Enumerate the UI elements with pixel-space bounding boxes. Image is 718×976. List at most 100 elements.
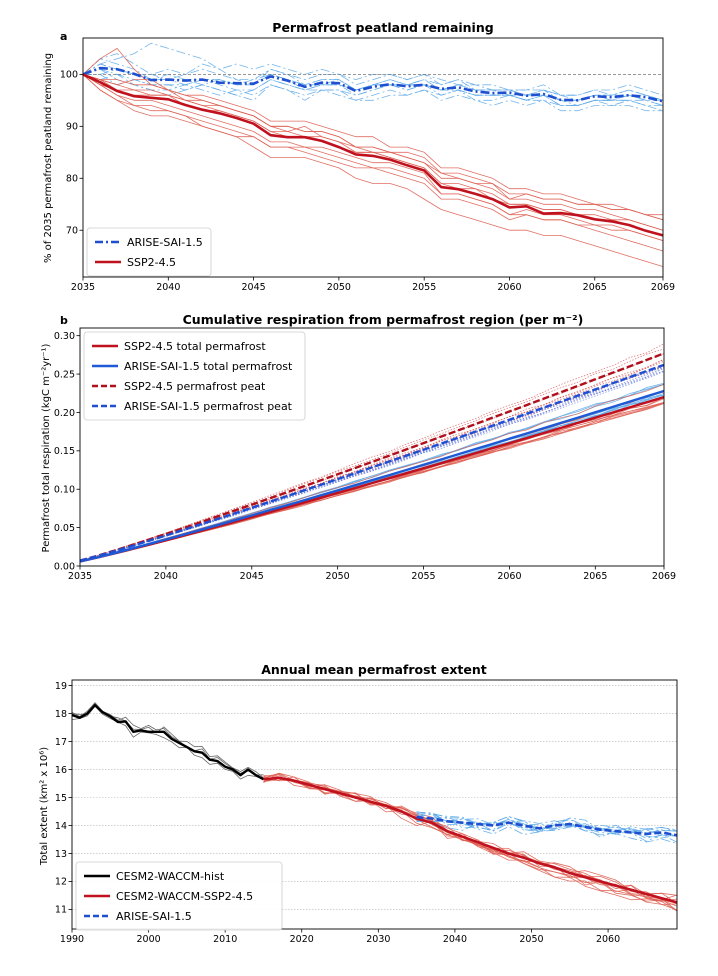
panel-a-arise-member-3 [82, 68, 663, 112]
panel-c-legend-label-0: CESM2-WACCM-hist [116, 870, 225, 883]
panel-c-ytick-label-0: 11 [55, 905, 67, 916]
panel-c-series-hist [71, 704, 265, 781]
panel-c-ytick-label-7: 18 [55, 709, 67, 720]
panel-c-arise-member-9 [416, 817, 678, 839]
panel-b-label: b [60, 314, 68, 327]
panel-c-frame [71, 679, 678, 930]
panel-b-frame [79, 327, 665, 567]
panel-c-title: Annual mean permafrost extent [261, 662, 487, 677]
panel-a-arise-member-0 [82, 53, 664, 96]
panel-c-legend-label-1: CESM2-WACCM-SSP2-4.5 [116, 890, 253, 903]
panel-b-xtick-label-7: 2069 [652, 571, 676, 582]
panel-b-member-0-2 [79, 360, 665, 561]
panel-c-arise-member-6 [416, 813, 678, 834]
panel-b-xtick-label-6: 2065 [583, 571, 607, 582]
panel-b-member-0-0 [79, 359, 665, 561]
panel-a-ytick-label-0: 70 [66, 226, 78, 237]
panel-b-ylabel: Permafrost total respiration (kgC m⁻²yr⁻… [41, 343, 52, 552]
panel-a-ssp-member-9 [82, 74, 664, 221]
panel-b-ytick-label-6: 0.30 [54, 331, 75, 342]
panel-a-xtick-label-4: 2055 [412, 282, 436, 293]
panel-b-legend: SSP2-4.5 total permafrost ARISE-SAI-1.5 t… [83, 331, 306, 421]
panel-a-legend-box [86, 227, 212, 277]
panel-c-ytick-label-8: 19 [55, 681, 67, 692]
panel-b-xtick-label-3: 2050 [326, 571, 350, 582]
panel-c-arise-member-0 [416, 818, 678, 838]
panel-c-arise-member-8 [416, 812, 678, 834]
panel-b-legend-label-3: ARISE-SAI-1.5 permafrost peat [124, 400, 293, 413]
panel-b-ytick-label-5: 0.25 [54, 369, 75, 380]
panel-b-xtick-label-2: 2045 [240, 571, 264, 582]
panel-c-ytick-label-5: 16 [55, 765, 67, 776]
panel-a-xtick-label-3: 2050 [327, 282, 351, 293]
panel-c-ytick-label-6: 17 [55, 737, 67, 748]
panel-b-xtick-label-5: 2060 [497, 571, 521, 582]
panel-b-legend-box [83, 331, 306, 421]
panel-a-ssp-member-8 [82, 74, 664, 241]
panel-a-ylabel: % of 2035 permafrost peatland remaining [43, 53, 54, 263]
panel-c-xtick-label-7: 2060 [596, 934, 620, 945]
panel-a-series-arise-mean [82, 66, 664, 103]
panel-c-arise-member-1 [416, 814, 678, 837]
panel-c-xtick-label-5: 2040 [443, 934, 467, 945]
panel-c-xtick-label-4: 2030 [366, 934, 390, 945]
panel-b-cumulative-respiration: Cumulative respiration from permafrost r… [41, 312, 676, 582]
panel-a-label: a [60, 30, 67, 43]
panel-c-xtick-label-0: 1990 [60, 934, 84, 945]
panel-a-series-ssp-mean [82, 73, 664, 237]
panel-b-ytick-label-0: 0.00 [54, 561, 75, 572]
panel-c-plot-area: 1990 2000 2010 2020 2030 2040 2050 2060 11 12 13 14… [55, 679, 678, 945]
panel-a-ssp-member-3 [82, 74, 664, 267]
panel-a-ssp-member-2 [82, 74, 663, 216]
panel-b-xtick-label-4: 2055 [411, 571, 435, 582]
panel-a-legend-label-0: ARISE-SAI-1.5 [127, 236, 203, 249]
panel-c-xtick-label-3: 2020 [290, 934, 314, 945]
panel-b-legend-label-0: SSP2-4.5 total permafrost [124, 340, 266, 353]
panel-a-frame [82, 37, 664, 278]
panel-a-legend-label-1: SSP2-4.5 [127, 256, 176, 269]
panel-a-xtick-label-1: 2040 [156, 282, 180, 293]
panel-c-legend: CESM2-WACCM-hist CESM2-WACCM-SSP2-4.5 ARIS… [75, 861, 283, 931]
panel-c-ylabel: Total extent (km² x 10⁶) [39, 747, 50, 866]
panel-b-xtick-label-0: 2035 [68, 571, 92, 582]
panel-a-xtick-label-7: 2069 [651, 282, 675, 293]
panel-a-arise-member-7 [82, 68, 663, 106]
panel-c-hist-member-1 [71, 705, 264, 780]
panel-c-permafrost-extent: Annual mean permafrost extent Total exte… [39, 662, 678, 945]
panel-c-ytick-label-2: 13 [55, 849, 67, 860]
panel-a-legend: ARISE-SAI-1.5 SSP2-4.5 [86, 227, 212, 277]
panel-b-member-0-7 [79, 343, 665, 561]
panel-a-peatland-remaining: Permafrost peatland remaining a % of 203… [43, 20, 675, 293]
panel-c-legend-box [75, 861, 283, 931]
panel-a-xtick-label-2: 2045 [241, 282, 265, 293]
panel-c-ytick-label-3: 14 [55, 821, 67, 832]
panel-b-member-1-3 [79, 371, 665, 561]
panel-a-ytick-label-1: 80 [66, 174, 78, 185]
panel-a-xtick-label-0: 2035 [71, 282, 95, 293]
panel-b-member-3-4 [79, 383, 665, 562]
panel-b-series-3 [79, 363, 665, 562]
panel-c-xtick-label-6: 2050 [519, 934, 543, 945]
panel-a-xtick-label-5: 2060 [497, 282, 521, 293]
panel-b-member-0-4 [79, 358, 665, 561]
panel-a-title: Permafrost peatland remaining [272, 20, 493, 35]
panel-b-legend-label-2: SSP2-4.5 permafrost peat [124, 380, 266, 393]
panel-b-legend-label-1: ARISE-SAI-1.5 total permafrost [124, 360, 293, 373]
panel-c-series-ssp [263, 776, 678, 904]
panel-b-ytick-label-2: 0.10 [54, 485, 75, 496]
panel-c-ytick-label-1: 12 [55, 877, 67, 888]
panel-b-ytick-label-4: 0.20 [54, 408, 75, 419]
panel-b-xtick-label-1: 2040 [154, 571, 178, 582]
panel-b-title: Cumulative respiration from permafrost r… [183, 312, 584, 327]
panel-a-ssp-member-6 [82, 74, 664, 241]
panel-c-arise-member-5 [416, 820, 678, 844]
panel-b-series-2 [79, 352, 665, 562]
panel-c-legend-label-2: ARISE-SAI-1.5 [116, 910, 192, 923]
panel-b-ytick-label-1: 0.05 [54, 523, 75, 534]
panel-b-member-1-5 [79, 370, 665, 561]
panel-b-ytick-label-3: 0.15 [54, 446, 75, 457]
panel-c-xtick-label-2: 2010 [213, 934, 237, 945]
panel-a-ytick-label-3: 100 [60, 70, 78, 81]
panel-b-series-1 [79, 389, 665, 563]
panel-c-xtick-label-1: 2000 [136, 934, 160, 945]
